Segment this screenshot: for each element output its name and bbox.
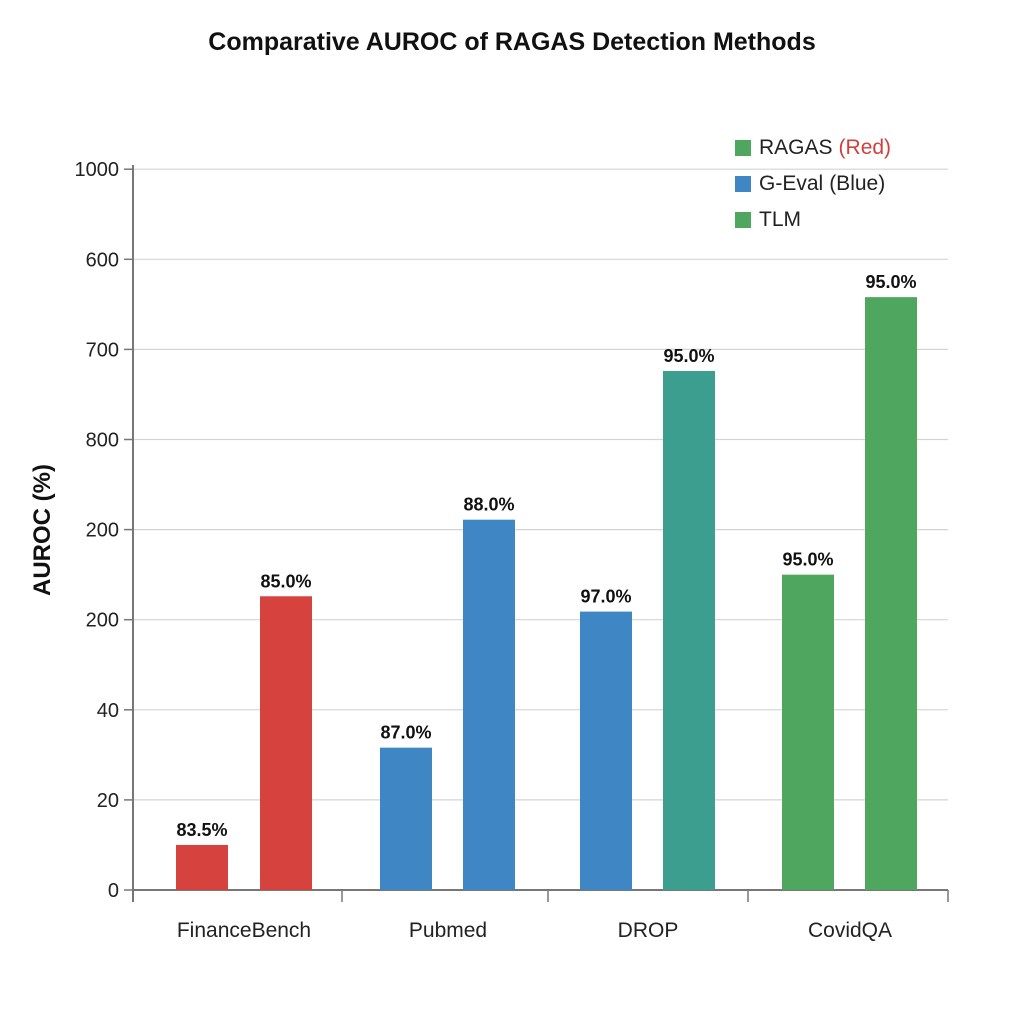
- bar: [463, 519, 515, 890]
- y-tick-label: 800: [86, 430, 119, 452]
- x-tick-label: FinanceBench: [177, 919, 311, 942]
- x-tick-label: CovidQA: [808, 919, 892, 942]
- bar: [580, 611, 632, 890]
- chart-title: Comparative AUROC of RAGAS Detection Met…: [208, 28, 816, 56]
- bar: [260, 596, 312, 890]
- bar: [663, 371, 715, 890]
- legend-note: (Blue): [829, 172, 886, 195]
- data-label: 95.0%: [865, 272, 916, 292]
- x-tick-label: DROP: [618, 919, 679, 942]
- legend-label: RAGAS: [759, 136, 833, 159]
- y-tick-label: 700: [86, 339, 119, 361]
- legend-swatch: [735, 176, 751, 192]
- y-tick-label: 200: [86, 520, 119, 542]
- legend-label: G-Eval: [759, 172, 824, 195]
- y-tick-label: 40: [97, 700, 119, 722]
- x-tick-label: Pubmed: [409, 919, 487, 942]
- legend-item: RAGAS (Red): [735, 130, 891, 166]
- legend-swatch: [735, 140, 751, 156]
- data-label: 97.0%: [580, 587, 631, 607]
- data-label: 87.0%: [380, 723, 431, 743]
- bar: [176, 844, 228, 890]
- legend-item: G-Eval (Blue): [735, 166, 891, 202]
- bar: [782, 574, 834, 890]
- y-tick-label: 1000: [75, 159, 120, 181]
- bar: [380, 747, 432, 890]
- y-tick-label: 600: [86, 249, 119, 271]
- y-tick-label: 200: [86, 610, 119, 632]
- data-label: 88.0%: [463, 495, 514, 515]
- y-axis-label: AUROC (%): [29, 464, 56, 596]
- legend-note: (Red): [838, 136, 892, 159]
- bar: [865, 297, 917, 891]
- data-label: 95.0%: [663, 346, 714, 366]
- data-label: 83.5%: [176, 820, 227, 840]
- y-tick-label: 0: [108, 880, 119, 902]
- legend-label: TLM: [759, 208, 801, 231]
- legend-item: TLM: [735, 202, 891, 238]
- legend-swatch: [735, 212, 751, 228]
- data-label: 85.0%: [260, 571, 311, 591]
- data-label: 95.0%: [782, 550, 833, 570]
- legend: RAGAS (Red) G-Eval (Blue) TLM: [735, 130, 891, 238]
- y-tick-label: 20: [97, 790, 119, 812]
